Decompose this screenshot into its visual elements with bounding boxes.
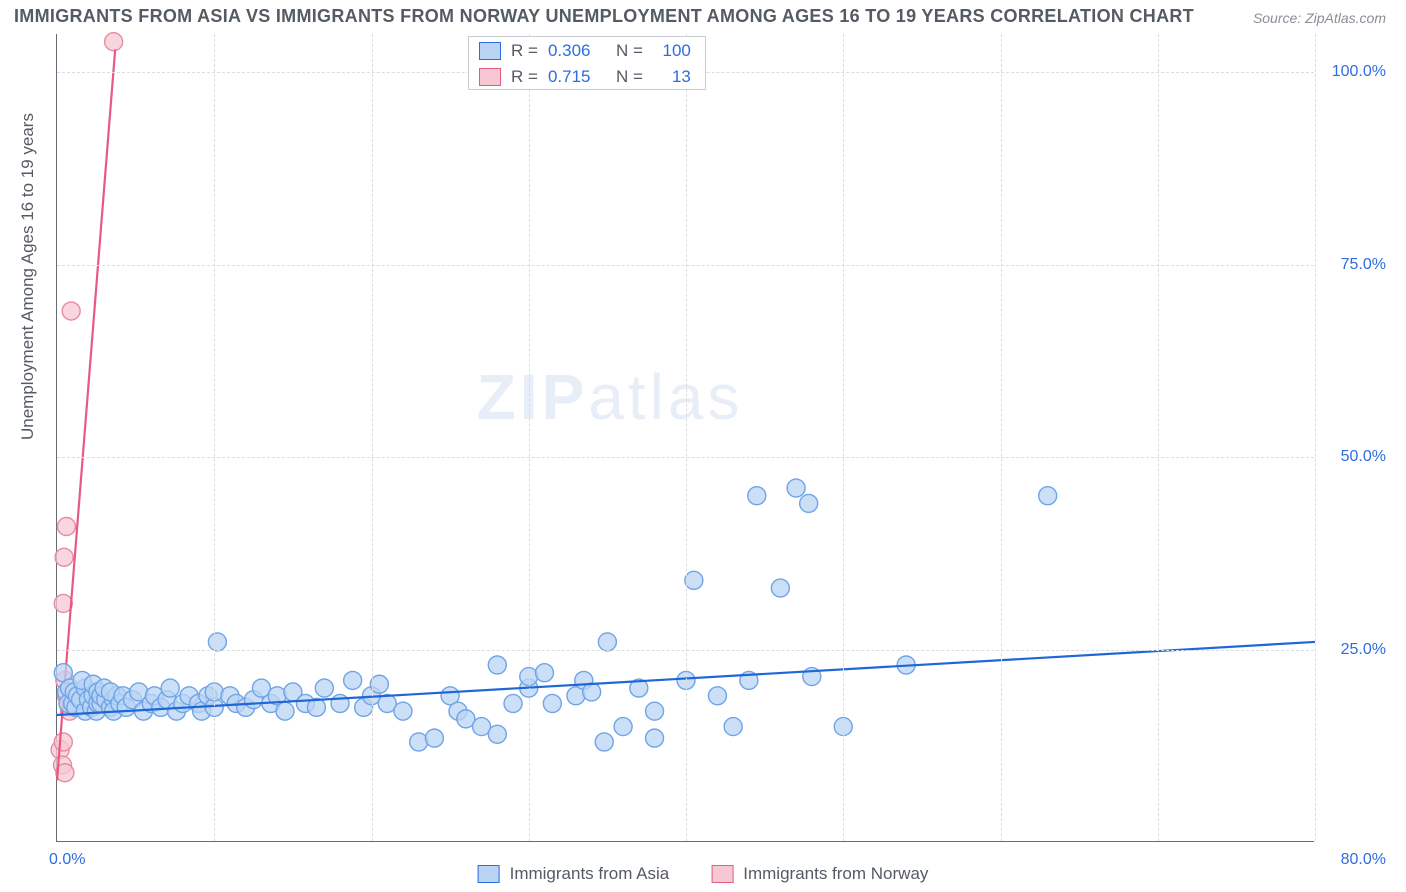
asia-point	[161, 679, 179, 697]
legend-correlation-row: R = 0.715 N = 13	[469, 63, 705, 89]
x-tick-min: 0.0%	[49, 851, 85, 869]
legend-r-value: 0.715	[548, 67, 606, 87]
asia-point	[1039, 487, 1057, 505]
asia-point	[488, 725, 506, 743]
source-attribution: Source: ZipAtlas.com	[1253, 10, 1386, 26]
gridline-v	[529, 34, 530, 841]
asia-point	[583, 683, 601, 701]
legend-swatch	[479, 42, 501, 60]
legend-series-item: Immigrants from Norway	[711, 864, 928, 884]
y-tick-label: 100.0%	[1322, 63, 1386, 81]
norway-point	[62, 302, 80, 320]
norway-point	[54, 733, 72, 751]
legend-n-label: N =	[616, 67, 643, 87]
asia-point	[504, 694, 522, 712]
gridline-v	[843, 34, 844, 841]
y-tick-label: 50.0%	[1322, 448, 1386, 466]
gridline-v	[1001, 34, 1002, 841]
asia-point	[724, 718, 742, 736]
asia-point	[748, 487, 766, 505]
asia-point	[543, 694, 561, 712]
gridline-v	[372, 34, 373, 841]
legend-series-label: Immigrants from Asia	[510, 864, 670, 884]
gridline-v	[1158, 34, 1159, 841]
legend-r-value: 0.306	[548, 41, 606, 61]
asia-point	[800, 494, 818, 512]
asia-point	[370, 675, 388, 693]
legend-swatch	[478, 865, 500, 883]
gridline-v	[1315, 34, 1316, 841]
plot-area: ZIPatlas 0.0% 80.0% 25.0%50.0%75.0%100.0…	[56, 34, 1314, 842]
norway-point	[105, 33, 123, 51]
asia-point	[646, 729, 664, 747]
asia-point	[708, 687, 726, 705]
legend-n-value: 100	[653, 41, 691, 61]
asia-point	[646, 702, 664, 720]
y-tick-label: 75.0%	[1322, 256, 1386, 274]
asia-point	[488, 656, 506, 674]
asia-point	[787, 479, 805, 497]
legend-n-value: 13	[653, 67, 691, 87]
y-tick-label: 25.0%	[1322, 641, 1386, 659]
x-tick-max: 80.0%	[1322, 851, 1386, 869]
y-axis-label: Unemployment Among Ages 16 to 19 years	[18, 113, 38, 440]
norway-point	[57, 517, 75, 535]
legend-series-item: Immigrants from Asia	[478, 864, 670, 884]
asia-point	[535, 664, 553, 682]
asia-point	[344, 671, 362, 689]
asia-point	[598, 633, 616, 651]
asia-point	[685, 571, 703, 589]
asia-point	[425, 729, 443, 747]
legend-swatch	[711, 865, 733, 883]
asia-point	[394, 702, 412, 720]
norway-point	[55, 548, 73, 566]
asia-point	[771, 579, 789, 597]
legend-n-label: N =	[616, 41, 643, 61]
asia-point	[595, 733, 613, 751]
asia-point	[276, 702, 294, 720]
asia-point	[410, 733, 428, 751]
legend-correlation-row: R = 0.306 N = 100	[469, 37, 705, 63]
legend-r-label: R =	[511, 41, 538, 61]
chart-title: IMMIGRANTS FROM ASIA VS IMMIGRANTS FROM …	[14, 6, 1194, 27]
gridline-v	[214, 34, 215, 841]
legend-correlation: R = 0.306 N = 100 R = 0.715 N = 13	[468, 36, 706, 90]
legend-swatch	[479, 68, 501, 86]
asia-point	[315, 679, 333, 697]
legend-series-label: Immigrants from Norway	[743, 864, 928, 884]
legend-series: Immigrants from Asia Immigrants from Norw…	[478, 864, 929, 884]
asia-point	[208, 633, 226, 651]
legend-r-label: R =	[511, 67, 538, 87]
chart-container: IMMIGRANTS FROM ASIA VS IMMIGRANTS FROM …	[0, 0, 1406, 892]
gridline-v	[686, 34, 687, 841]
asia-point	[614, 718, 632, 736]
